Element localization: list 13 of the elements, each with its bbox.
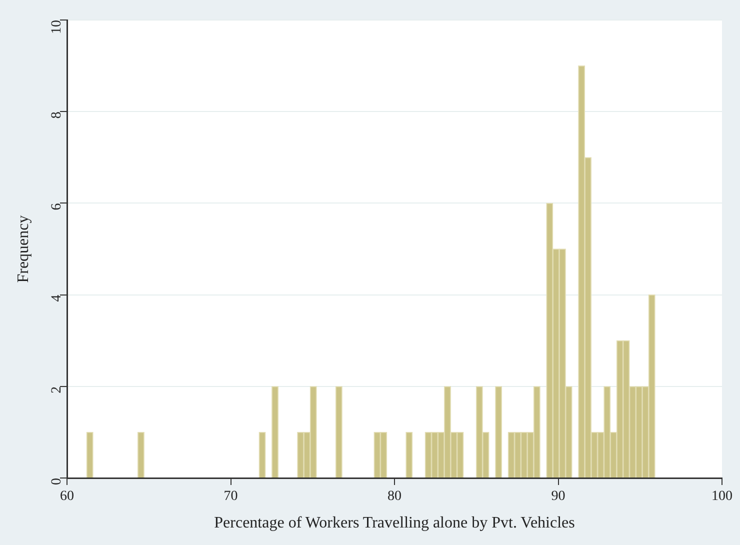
x-tick-label: 90 <box>551 489 566 504</box>
x-tick-label: 70 <box>224 489 238 504</box>
x-tick-label: 100 <box>712 489 732 504</box>
x-axis-title: Percentage of Workers Travelling alone by Pvt. Vehicles <box>214 514 575 532</box>
y-tick-label: 10 <box>50 20 65 34</box>
x-tick-label: 60 <box>60 489 74 504</box>
y-tick-label: 8 <box>50 112 65 119</box>
y-tick-label: 0 <box>50 478 65 485</box>
y-tick-label: 4 <box>50 294 65 302</box>
y-tick-label: 6 <box>50 203 65 210</box>
y-tick-label: 2 <box>50 386 65 394</box>
x-tick-label: 80 <box>388 489 402 504</box>
y-axis-title: Frequency <box>14 215 32 283</box>
